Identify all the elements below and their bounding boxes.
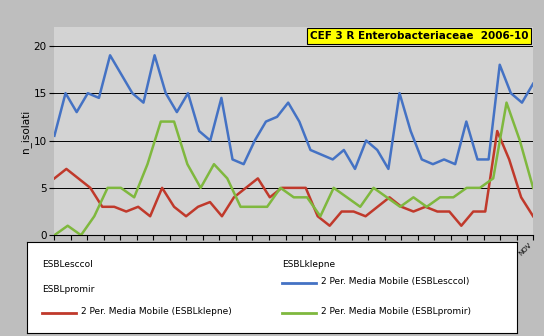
Text: 2 Per. Media Mobile (ESBLklepne): 2 Per. Media Mobile (ESBLklepne) xyxy=(81,307,232,316)
Text: CEF 3 R Enterobacteriaceae  2006-10: CEF 3 R Enterobacteriaceae 2006-10 xyxy=(310,31,528,41)
Text: 2 Per. Media Mobile (ESBLpromir): 2 Per. Media Mobile (ESBLpromir) xyxy=(321,307,471,316)
Text: 2 Per. Media Mobile (ESBLesccol): 2 Per. Media Mobile (ESBLesccol) xyxy=(321,277,469,286)
Text: ESBLklepne: ESBLklepne xyxy=(282,260,335,269)
Text: ESBLesccol: ESBLesccol xyxy=(42,260,92,269)
Text: ESBLpromir: ESBLpromir xyxy=(42,286,94,294)
Y-axis label: n_isolati: n_isolati xyxy=(20,110,30,153)
